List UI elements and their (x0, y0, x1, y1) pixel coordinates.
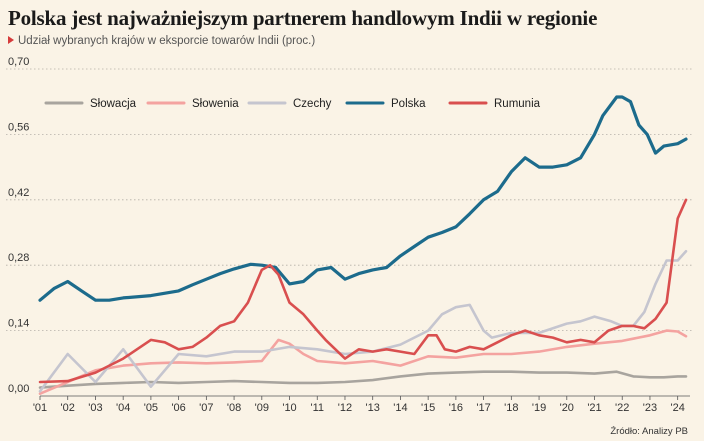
x-tick-label: '07 (199, 402, 213, 414)
y-tick-label: 0,70 (8, 56, 29, 68)
legend-label: Czechy (293, 98, 332, 110)
x-tick-label: '11 (310, 402, 324, 414)
legend-label: Słowacja (90, 98, 137, 110)
x-tick-label: '18 (504, 402, 518, 414)
chart-title: Polska jest najważniejszym partnerem han… (8, 6, 598, 30)
y-tick-label: 0,00 (8, 383, 29, 395)
series-lines (38, 95, 688, 395)
legend-label: Słowenia (192, 98, 239, 110)
legend-label: Polska (391, 98, 426, 110)
x-tick-label: '05 (144, 402, 158, 414)
x-tick-label: '23 (643, 402, 657, 414)
x-tick-label: '03 (88, 402, 102, 414)
x-tick-label: '22 (615, 402, 629, 414)
y-tick-label: 0,42 (8, 187, 29, 199)
y-axis: 0,00 0,14 0,28 0,42 0,56 0,70 (8, 56, 29, 395)
chart-subtitle-text: Udział wybranych krajów w eksporcie towa… (18, 35, 316, 47)
x-axis: '01 '02 '03 '04 '05 '06 '07 '08 '09 '10 '11 '12 '13 '… (33, 395, 690, 414)
triangle-marker-icon (8, 36, 14, 44)
x-tick-label: '04 (116, 402, 130, 414)
source-note: Źródło: Analizy PB (610, 426, 688, 437)
x-tick-label: '15 (421, 402, 435, 414)
x-tick-label: '24 (671, 402, 685, 414)
y-tick-label: 0,14 (8, 318, 29, 330)
x-tick-label: '12 (338, 402, 352, 414)
series-line-polska (38, 95, 688, 302)
x-tick-label: '01 (33, 402, 47, 414)
x-tick-label: '13 (366, 402, 380, 414)
x-tick-label: '08 (227, 402, 241, 414)
y-tick-label: 0,28 (8, 252, 29, 264)
x-tick-label: '02 (61, 402, 75, 414)
legend: Słowacja Słowenia Czechy Polska Rumunia (44, 98, 541, 110)
series-line-rumunia (38, 198, 688, 384)
legend-label: Rumunia (494, 98, 541, 110)
x-tick-label: '21 (587, 402, 601, 414)
y-tick-label: 0,56 (8, 121, 29, 133)
x-tick-label: '17 (476, 402, 490, 414)
x-tick-label: '09 (255, 402, 269, 414)
x-tick-label: '19 (532, 402, 546, 414)
series-line-słowenia (38, 329, 688, 395)
x-tick-label: '10 (282, 402, 296, 414)
x-tick-label: '20 (560, 402, 574, 414)
x-tick-label: '06 (171, 402, 185, 414)
x-tick-label: '16 (449, 402, 463, 414)
series-line-słowacja (38, 370, 688, 389)
chart-subtitle: Udział wybranych krajów w eksporcie towa… (8, 35, 315, 47)
x-tick-label: '14 (393, 402, 407, 414)
